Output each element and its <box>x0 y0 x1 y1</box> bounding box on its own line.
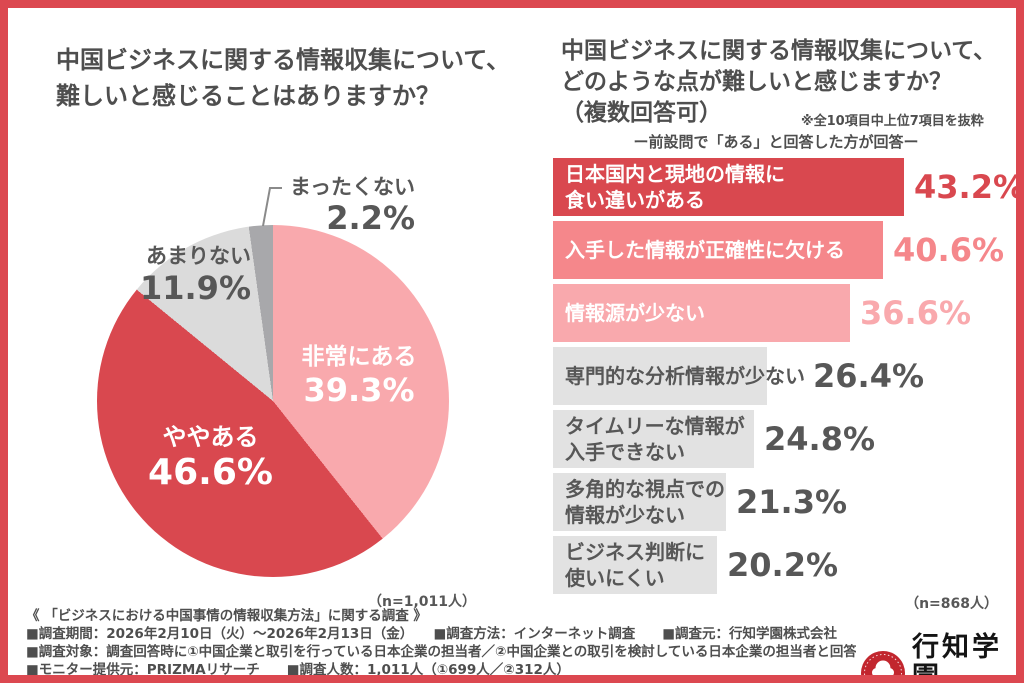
survey-footnotes: 《 「ビジネスにおける中国事情の情報収集方法」に関する調査 》 ■調査期間：20… <box>26 608 938 678</box>
survey-monitor-count: ■モニター提供元：PRIZMAリサーチ ■調査人数：1,011人（①699人／②… <box>26 662 570 678</box>
logo-name: 行知学園 <box>912 632 1002 683</box>
pie-callout-line <box>262 187 282 227</box>
bar-row: タイムリーな情報が 入手できない 24.8% <box>553 410 1016 468</box>
pie-sample-size: （n=1,011人） <box>368 594 476 610</box>
pie-label-amarinai: あまりない 11.9% <box>103 242 251 306</box>
bar-row: 情報源が少ない 36.6% <box>553 284 1016 342</box>
bar-fill: ビジネス判断に 使いにくい <box>553 536 717 594</box>
bar-chart-subtitle: ー前設問で「ある」と回答した方が回答ー <box>633 133 919 151</box>
bar-row: 専門的な分析情報が少ない 26.4% <box>553 347 1016 405</box>
slice-label: ややある <box>162 423 259 451</box>
bar-label: 多角的な視点での 情報が少ない <box>565 477 725 527</box>
bar-label: 専門的な分析情報が少ない <box>565 364 805 388</box>
bar-fill: 多角的な視点での 情報が少ない <box>553 473 726 531</box>
bar-row: 入手した情報が正確性に欠ける 40.6% <box>553 221 1016 279</box>
pie-chart <box>97 225 449 577</box>
pie-label-yayaaru: ややある 46.6% <box>133 422 288 494</box>
survey-target: ■調査対象：調査回答時に①中国企業と取引を行っている日本企業の担当者／②中国企業… <box>26 644 938 660</box>
slice-label: あまりない <box>146 244 251 268</box>
bar-percentage: 26.4% <box>813 357 925 395</box>
bar-row: 日本国内と現地の情報に 食い違いがある 43.2% <box>553 158 1024 216</box>
bar-chart: 日本国内と現地の情報に 食い違いがある 43.2% 入手した情報が正確性に欠ける… <box>553 158 1024 599</box>
survey-period-method-source: ■調査期間：2026年2月10日（火）〜2026年2月13日（金） ■調査方法：… <box>26 626 838 642</box>
bar-percentage: 24.8% <box>764 420 876 458</box>
bar-percentage: 36.6% <box>860 294 972 332</box>
bar-percentage: 21.3% <box>736 483 848 521</box>
bar-fill: 日本国内と現地の情報に 食い違いがある <box>553 158 904 216</box>
pie-label-hijouniaru: 非常にある 39.3% <box>288 342 430 408</box>
slice-label: まったくない <box>289 175 415 199</box>
bar-chart-title: 中国ビジネスに関する情報収集について、 どのような点が難しいと感じますか？ （複… <box>561 38 997 126</box>
slice-percentage: 11.9% <box>139 269 251 307</box>
pie-label-mattakunai: まったくない 2.2% <box>263 174 415 236</box>
bar-percentage: 40.6% <box>893 231 1005 269</box>
bar-label: 日本国内と現地の情報に 食い違いがある <box>565 162 785 212</box>
bar-fill: 情報源が少ない <box>553 284 850 342</box>
bar-fill: 入手した情報が正確性に欠ける <box>553 221 883 279</box>
bar-fill: タイムリーな情報が 入手できない <box>553 410 754 468</box>
bar-label: 情報源が少ない <box>565 301 705 325</box>
bar-row: ビジネス判断に 使いにくい 20.2% <box>553 536 1016 594</box>
bar-percentage: 20.2% <box>727 546 839 584</box>
slice-percentage: 46.6% <box>148 452 273 493</box>
bar-chart-note: ※全10項目中上位7項目を抜粋 <box>801 114 984 129</box>
bar-label: タイムリーな情報が 入手できない <box>565 414 745 464</box>
coach-academy-logo: 行知学園 COACH ACADEMY <box>856 632 1016 683</box>
bar-label: ビジネス判断に 使いにくい <box>565 540 705 590</box>
slice-percentage: 2.2% <box>326 199 415 237</box>
bar-sample-size: （n=868人） <box>905 596 998 612</box>
logo-seal-icon <box>860 650 906 675</box>
survey-title: 《 「ビジネスにおける中国事情の情報収集方法」に関する調査 》 <box>26 608 427 624</box>
bar-percentage: 43.2% <box>914 168 1024 206</box>
pie-chart-title: 中国ビジネスに関する情報収集について、 難しいと感じることはありますか？ <box>56 46 511 110</box>
slice-percentage: 39.3% <box>303 371 415 409</box>
slice-label: 非常にある <box>301 344 417 370</box>
bar-row: 多角的な視点での 情報が少ない 21.3% <box>553 473 1016 531</box>
logo-text: 行知学園 COACH ACADEMY <box>912 632 1016 683</box>
bar-label: 入手した情報が正確性に欠ける <box>565 238 845 262</box>
bar-fill: 専門的な分析情報が少ない <box>553 347 805 405</box>
